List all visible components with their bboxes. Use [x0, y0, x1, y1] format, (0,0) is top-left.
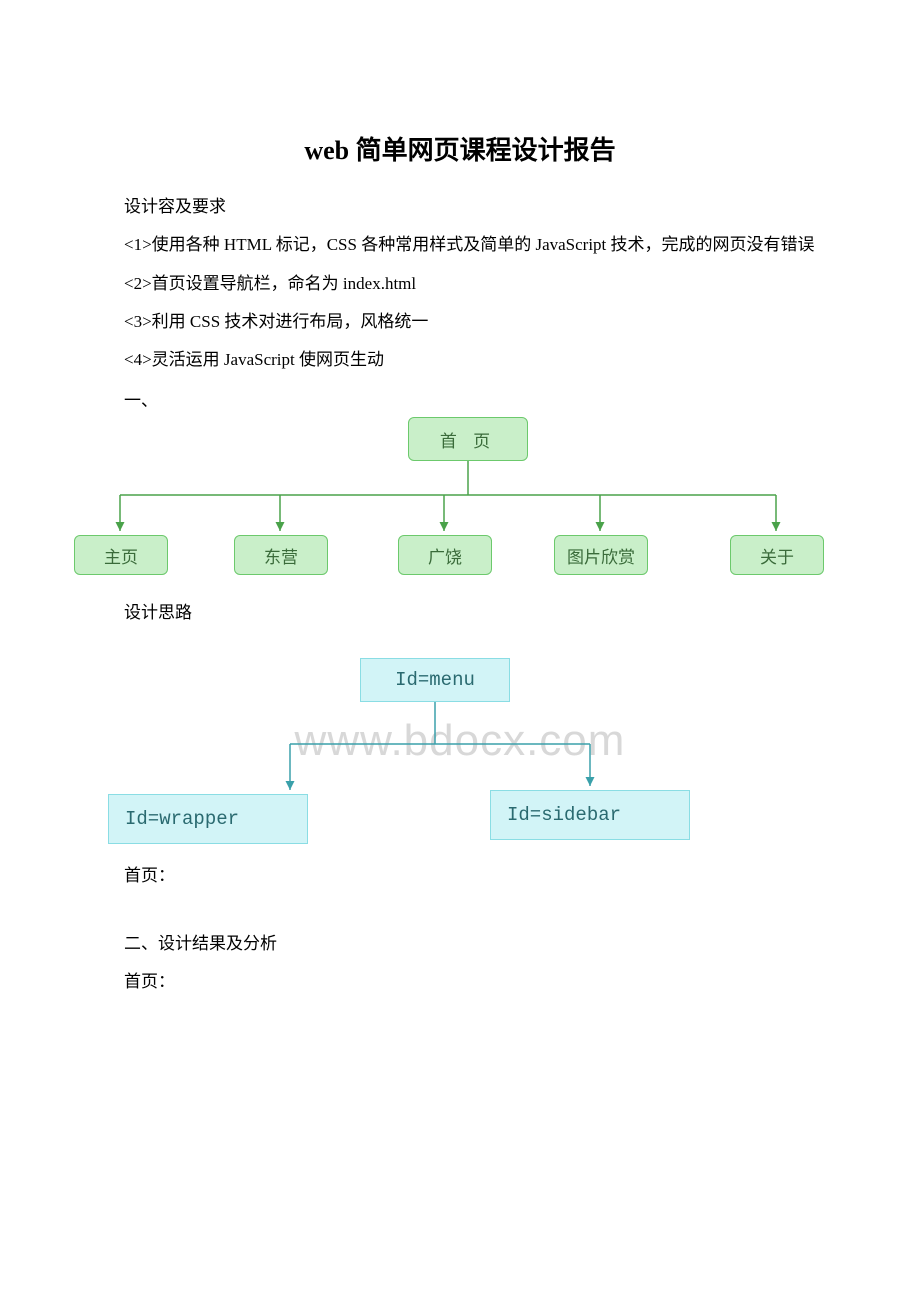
flowchart-leaf-node: 图片欣赏: [554, 535, 648, 575]
paragraph-req-3: <3>利用 CSS 技术对进行布局，风格统一: [90, 306, 830, 338]
paragraph-req-4: <4>灵活运用 JavaScript 使网页生动: [90, 344, 830, 376]
paragraph-homepage-label-1: 首页：: [90, 860, 830, 892]
document-title: web 简单网页课程设计报告: [90, 130, 830, 167]
layout-flowchart: Id=menu Id=wrapper Id=sidebar: [50, 640, 870, 860]
flowchart-leaf-node: Id=sidebar: [490, 790, 690, 840]
paragraph-homepage-label-2: 首页：: [90, 966, 830, 998]
flowchart-leaf-node: 东营: [234, 535, 328, 575]
paragraph-req-2: <2>首页设置导航栏，命名为 index.html: [90, 268, 830, 300]
flowchart-leaf-node: 关于: [730, 535, 824, 575]
paragraph-design-requirements-heading: 设计容及要求: [90, 191, 830, 223]
flowchart-leaf-node: Id=wrapper: [108, 794, 308, 844]
sitemap-flowchart: 首 页 主页 东营 广饶 图片欣赏 关于: [50, 417, 870, 597]
flowchart-leaf-node: 主页: [74, 535, 168, 575]
paragraph-design-thought: 设计思路: [90, 597, 830, 629]
section-one-heading: 一、: [90, 386, 830, 411]
flowchart-root-node: Id=menu: [360, 658, 510, 702]
document-page: web 简单网页课程设计报告 设计容及要求 <1>使用各种 HTML 标记，CS…: [0, 0, 920, 999]
flowchart-leaf-node: 广饶: [398, 535, 492, 575]
section-two-heading: 二、设计结果及分析: [90, 928, 830, 960]
flowchart-root-node: 首 页: [408, 417, 528, 461]
paragraph-req-1: <1>使用各种 HTML 标记，CSS 各种常用样式及简单的 JavaScrip…: [90, 229, 830, 261]
